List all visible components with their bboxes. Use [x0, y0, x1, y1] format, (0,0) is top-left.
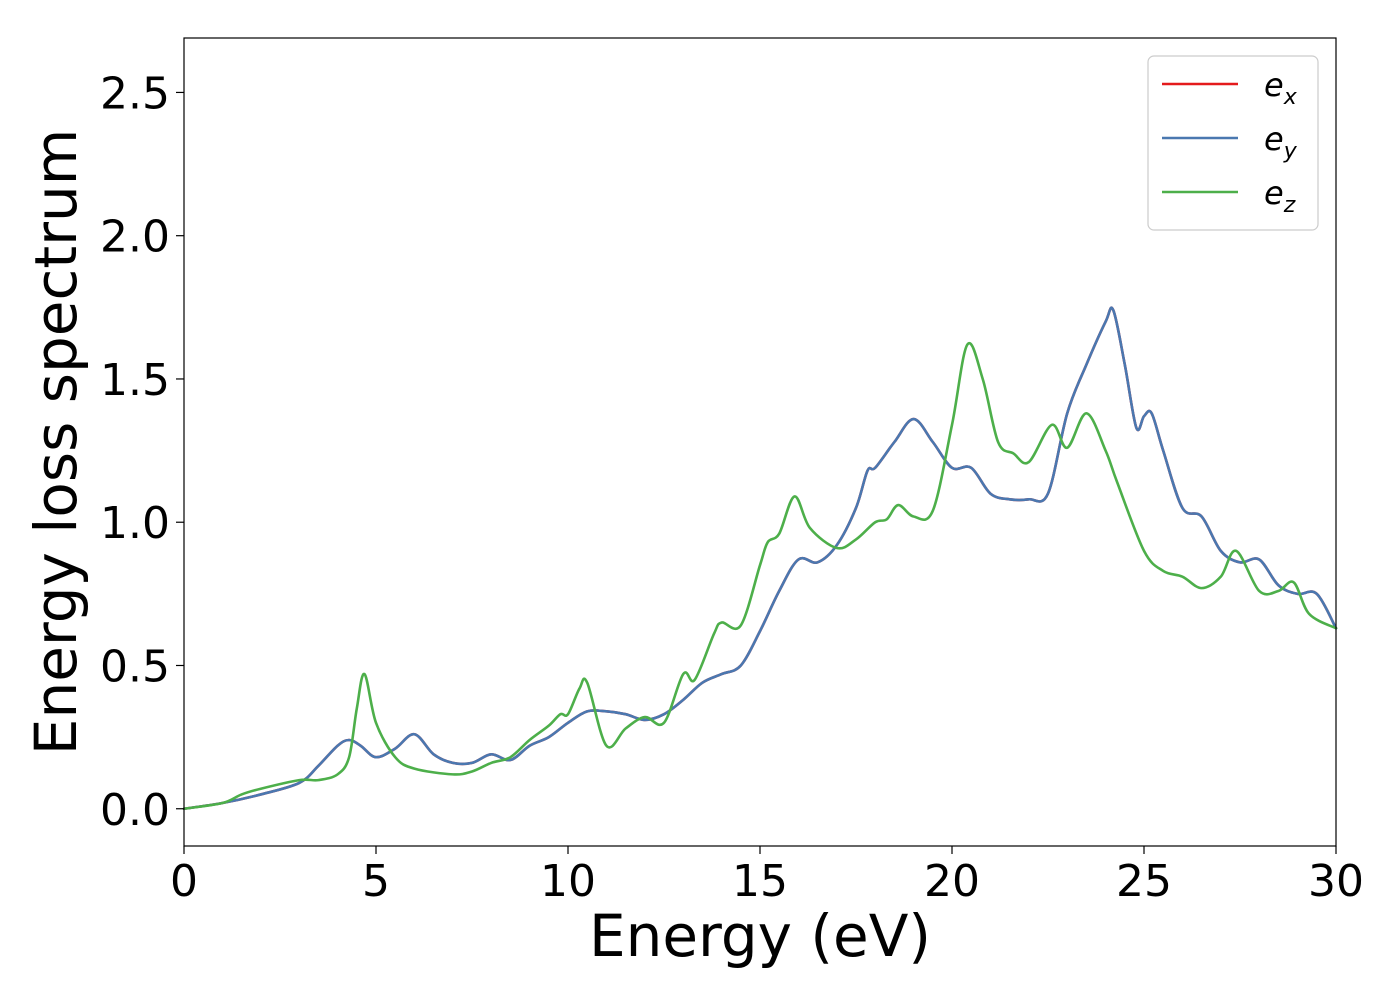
x-tick-label: 30 — [1308, 856, 1364, 907]
legend-label-e-z: ez — [1264, 174, 1296, 218]
y-tick-label: 1.5 — [100, 355, 170, 406]
series-layer — [182, 306, 1338, 811]
x-tick-label: 10 — [540, 856, 596, 907]
y-tick-label: 2.0 — [100, 212, 170, 263]
legend-box — [1147, 55, 1319, 231]
x-tick-label: 0 — [170, 856, 198, 907]
y-tick-label: 0.0 — [100, 785, 170, 836]
legend-label-e-x: ex — [1264, 66, 1298, 110]
legend-label-base: e — [1264, 66, 1284, 104]
y-tick-label: 0.5 — [100, 641, 170, 692]
x-tick-label: 5 — [362, 856, 390, 907]
x-tick-label: 20 — [924, 856, 980, 907]
y-tick-label: 2.5 — [100, 68, 170, 119]
x-axis-ticks: 0 5 10 15 20 25 30 — [170, 846, 1364, 907]
legend-label-e-y: ey — [1264, 120, 1298, 164]
series-line-e-y — [182, 306, 1338, 811]
legend-label-base: e — [1264, 120, 1284, 158]
legend-label-subscript: y — [1283, 139, 1298, 164]
x-axis-title: Energy (eV) — [589, 902, 931, 970]
series-line-e-z — [182, 341, 1338, 811]
plot-background — [184, 38, 1336, 846]
legend-label-subscript: z — [1283, 193, 1296, 218]
y-axis-title: Energy loss spectrum — [22, 129, 90, 755]
legend-label-base: e — [1264, 174, 1284, 212]
x-tick-label: 25 — [1116, 856, 1172, 907]
legend-label-subscript: x — [1283, 85, 1298, 110]
y-axis-ticks: 0.0 0.5 1.0 1.5 2.0 2.5 — [100, 68, 184, 836]
y-tick-label: 1.0 — [100, 498, 170, 549]
x-tick-label: 15 — [732, 856, 788, 907]
